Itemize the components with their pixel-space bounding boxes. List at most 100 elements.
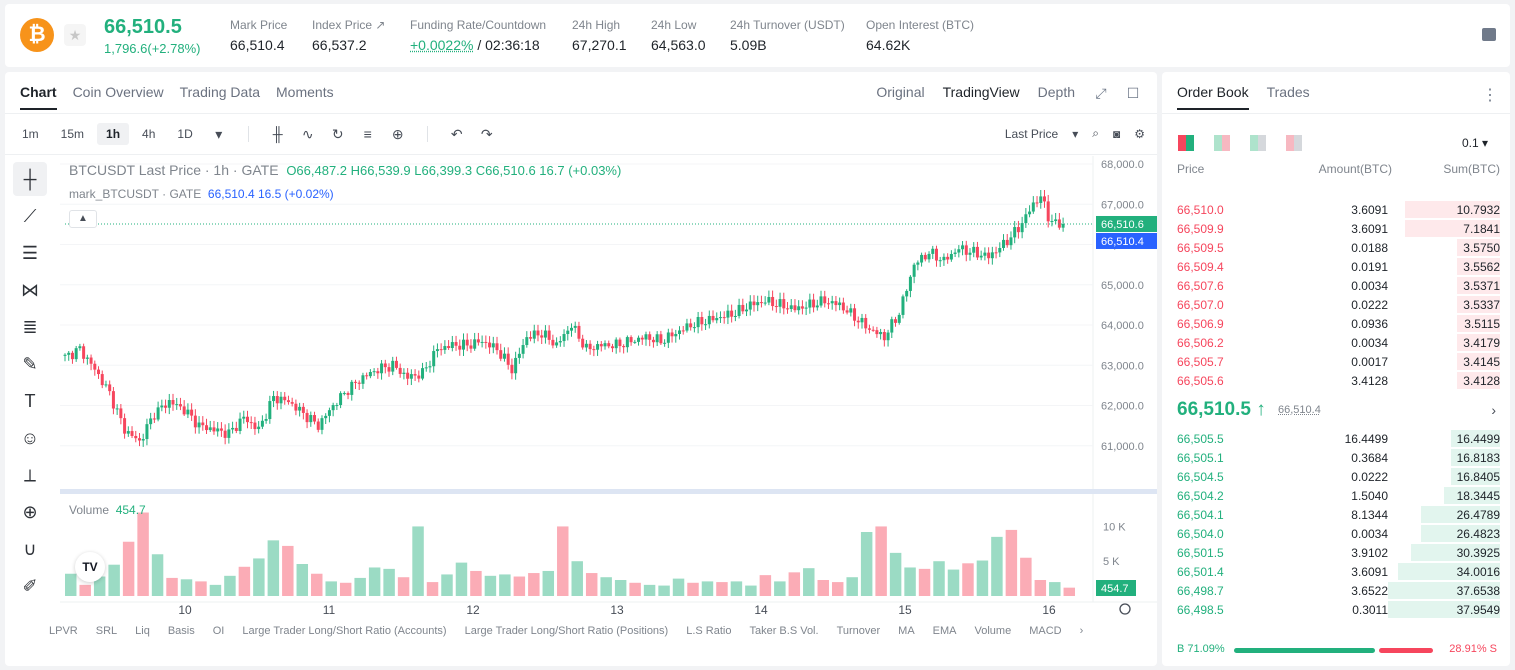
tab-chart[interactable]: Chart — [20, 84, 57, 110]
indicator-oi[interactable]: OI — [212, 625, 225, 637]
book-price[interactable]: 66,507.6 — [1177, 279, 1224, 293]
tab-order-book[interactable]: Order Book — [1177, 84, 1249, 110]
indicator-taker-vol[interactable]: Taker B.S Vol. — [749, 625, 819, 637]
book-row[interactable]: 66,505.5 16.4499 16.4499 — [1162, 429, 1510, 448]
indicator-turnover[interactable]: Turnover — [836, 625, 881, 637]
book-price[interactable]: 66,509.4 — [1177, 260, 1224, 274]
collapse-legend-button[interactable]: ▲ — [69, 210, 97, 228]
book-price[interactable]: 66,510.0 — [1177, 203, 1224, 217]
book-price[interactable]: 66,504.2 — [1177, 489, 1224, 503]
tradingview-logo[interactable]: TV — [75, 552, 105, 582]
funding-rate[interactable]: +0.0022% — [410, 37, 474, 53]
book-price[interactable]: 66,501.4 — [1177, 565, 1224, 579]
text-icon[interactable]: T — [24, 391, 36, 411]
timeframe-4h[interactable]: 4h — [142, 127, 156, 141]
view-tradingview[interactable]: TradingView — [942, 84, 1020, 100]
tab-trading-data[interactable]: Trading Data — [179, 84, 261, 100]
tab-coin-overview[interactable]: Coin Overview — [72, 84, 164, 100]
book-row[interactable]: 66,507.6 0.0034 3.5371 — [1162, 276, 1510, 295]
book-row[interactable]: 66,506.9 0.0936 3.5115 — [1162, 314, 1510, 333]
caret-down-icon[interactable]: ▾ — [1072, 126, 1079, 141]
emoji-icon[interactable]: ☺ — [20, 428, 40, 448]
popout-icon[interactable]: ☐ — [1126, 85, 1140, 101]
indicator-lpvr[interactable]: LPVR — [49, 625, 78, 637]
book-price[interactable]: 66,507.0 — [1177, 298, 1224, 312]
timeframe-15m[interactable]: 15m — [60, 127, 85, 141]
gear-icon[interactable]: ⚙ — [1134, 126, 1145, 141]
indicators-icon[interactable]: ∿ — [301, 125, 314, 142]
price-chart[interactable]: 68,000.067,000.066,000.065,000.064,000.0… — [5, 72, 1157, 666]
timeframe-1h[interactable]: 1h — [97, 123, 130, 145]
ruler-icon[interactable]: ⟂ — [23, 465, 36, 485]
templates-icon[interactable]: ≡ — [363, 126, 372, 142]
book-price[interactable]: 66,498.5 — [1177, 603, 1224, 617]
timeframe-1d[interactable]: 1D — [177, 127, 193, 141]
tab-moments[interactable]: Moments — [276, 84, 334, 100]
book-row[interactable]: 66,509.5 0.0188 3.5750 — [1162, 238, 1510, 257]
book-row[interactable]: 66,501.5 3.9102 30.3925 — [1162, 543, 1510, 562]
indicator-liq[interactable]: Liq — [135, 625, 150, 637]
horizontal-lines-icon[interactable]: ☰ — [21, 243, 39, 263]
book-price[interactable]: 66,509.9 — [1177, 222, 1224, 236]
index-price-stat[interactable]: Index Price ↗ 66,537.2 — [312, 18, 386, 53]
book-icon[interactable] — [1482, 28, 1496, 41]
view-original[interactable]: Original — [876, 84, 925, 100]
chevron-right-icon[interactable]: › — [1079, 625, 1084, 637]
redo-icon[interactable]: ↷ — [480, 125, 493, 142]
book-row[interactable]: 66,504.1 8.1344 26.4789 — [1162, 505, 1510, 524]
chevron-right-icon[interactable]: › — [1491, 402, 1496, 418]
layout-split-icon[interactable] — [1214, 135, 1230, 151]
fullscreen-icon[interactable]: ⤢ — [1095, 85, 1107, 101]
book-price[interactable]: 66,504.1 — [1177, 508, 1224, 522]
book-price[interactable]: 66,506.2 — [1177, 336, 1224, 350]
brush-icon[interactable]: ✎ — [22, 354, 38, 374]
timeframe-1m[interactable]: 1m — [22, 127, 39, 141]
book-price[interactable]: 66,501.5 — [1177, 546, 1224, 560]
caret-down-icon[interactable]: ▾ — [215, 125, 223, 142]
favorite-star-icon[interactable]: ★ — [64, 24, 86, 46]
book-price[interactable]: 66,498.7 — [1177, 584, 1224, 598]
zoom-in-icon[interactable]: ⊕ — [22, 502, 38, 522]
book-price[interactable]: 66,505.5 — [1177, 432, 1224, 446]
indicator-basis[interactable]: Basis — [167, 625, 195, 637]
tab-trades[interactable]: Trades — [1266, 84, 1310, 100]
indicator-ma[interactable]: MA — [898, 625, 915, 637]
add-alert-icon[interactable]: ⊕ — [391, 125, 404, 142]
layout-both-icon[interactable] — [1178, 135, 1194, 151]
price-type-select[interactable]: Last Price — [1004, 126, 1059, 141]
book-price[interactable]: 66,505.6 — [1177, 374, 1224, 388]
book-row[interactable]: 66,507.0 0.0222 3.5337 — [1162, 295, 1510, 314]
book-price[interactable]: 66,505.7 — [1177, 355, 1224, 369]
search-icon[interactable]: ⌕ — [1092, 126, 1099, 140]
book-row[interactable]: 66,509.4 0.0191 3.5562 — [1162, 257, 1510, 276]
book-row[interactable]: 66,505.7 0.0017 3.4145 — [1162, 352, 1510, 371]
book-row[interactable]: 66,505.6 3.4128 3.4128 — [1162, 371, 1510, 390]
depth-select[interactable]: 0.1 ▾ — [1461, 136, 1488, 150]
camera-icon[interactable]: ◙ — [1112, 126, 1121, 141]
book-row[interactable]: 66,498.7 3.6522 37.6538 — [1162, 581, 1510, 600]
indicator-srl[interactable]: SRL — [95, 625, 118, 637]
undo-icon[interactable]: ↶ — [450, 125, 463, 142]
indicator-large-trader-positions[interactable]: Large Trader Long/Short Ratio (Positions… — [464, 625, 669, 637]
pencil-lock-icon[interactable]: ✐ — [22, 576, 38, 596]
book-price[interactable]: 66,504.5 — [1177, 470, 1224, 484]
book-row[interactable]: 66,504.5 0.0222 16.8405 — [1162, 467, 1510, 486]
book-price[interactable]: 66,505.1 — [1177, 451, 1224, 465]
indicator-ls-ratio[interactable]: L.S Ratio — [686, 625, 732, 637]
pattern-icon[interactable]: ⋈ — [21, 280, 39, 300]
compare-icon[interactable]: ↻ — [331, 125, 344, 142]
book-price[interactable]: 66,509.5 — [1177, 241, 1224, 255]
book-price[interactable]: 66,504.0 — [1177, 527, 1224, 541]
book-row[interactable]: 66,510.0 3.6091 10.7932 — [1162, 200, 1510, 219]
book-price[interactable]: 66,506.9 — [1177, 317, 1224, 331]
crosshair-icon[interactable]: ┼ — [13, 162, 47, 196]
candlestick-type-icon[interactable]: ╫ — [272, 126, 283, 142]
book-row[interactable]: 66,501.4 3.6091 34.0016 — [1162, 562, 1510, 581]
book-row[interactable]: 66,498.5 0.3011 37.9549 — [1162, 600, 1510, 619]
book-row[interactable]: 66,505.1 0.3684 16.8183 — [1162, 448, 1510, 467]
indicator-ema[interactable]: EMA — [932, 625, 957, 637]
layout-bids-icon[interactable] — [1250, 135, 1266, 151]
trend-line-icon[interactable]: ⟋ — [23, 206, 37, 226]
book-row[interactable]: 66,506.2 0.0034 3.4179 — [1162, 333, 1510, 352]
fib-icon[interactable]: ≣ — [22, 317, 38, 337]
